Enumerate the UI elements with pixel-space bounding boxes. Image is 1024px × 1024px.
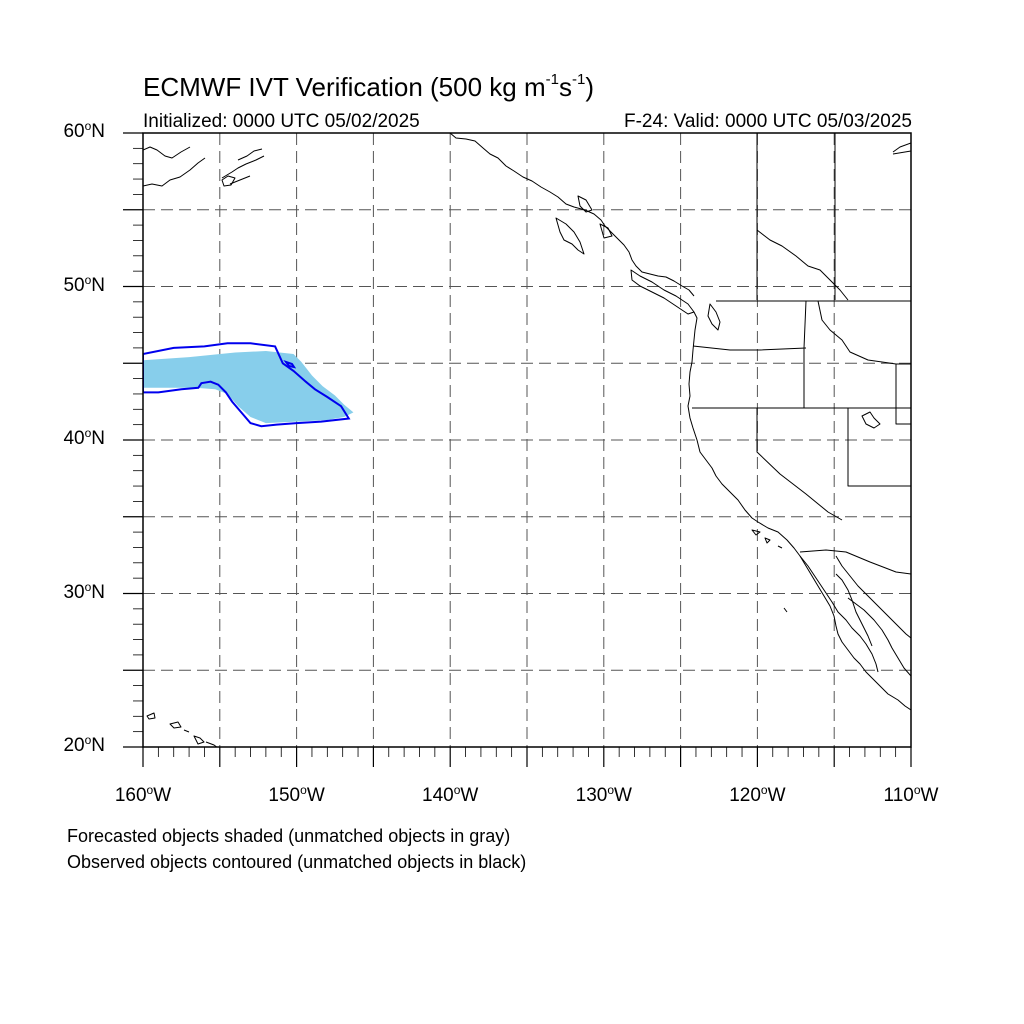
footer-note-forecast: Forecasted objects shaded (unmatched obj… — [67, 826, 511, 846]
islands-california — [751, 529, 788, 613]
lat-value: 50 — [63, 274, 85, 296]
lon-label-140: 140oW — [422, 783, 479, 806]
lat-value: 30 — [63, 581, 85, 603]
lat-label-20: 20oN — [63, 733, 105, 756]
lat-hemi: N — [91, 735, 105, 756]
us-west-coast — [687, 311, 911, 711]
lat-value: 60 — [63, 121, 85, 142]
lat-label-30: 30oN — [63, 579, 105, 603]
lon-hemi: W — [767, 785, 786, 806]
lon-label-120: 120oW — [729, 783, 786, 806]
initialized-time: Initialized: 0000 UTC 05/02/2025 — [143, 111, 420, 132]
lon-value: 160 — [114, 785, 147, 806]
forecast-object-shaded — [143, 351, 354, 424]
great-salt-lake — [861, 411, 881, 429]
lat-value: 40 — [63, 428, 85, 449]
baja-peninsula — [799, 555, 911, 677]
lon-label-130: 130oW — [575, 783, 632, 806]
lon-hemi: W — [306, 785, 325, 806]
gulf-alaska-coast — [449, 133, 695, 297]
canada-interior-rivers — [756, 133, 849, 301]
lon-label-110: 110oW — [883, 783, 939, 806]
lat-hemi: N — [91, 121, 105, 142]
kodiak-island — [221, 175, 236, 187]
lon-value: 150 — [268, 785, 301, 806]
state-borders — [692, 300, 911, 521]
lon-label-150: 150oW — [268, 783, 325, 806]
valid-time: F-24: Valid: 0000 UTC 05/03/2025 — [624, 111, 912, 132]
figure-title: ECMWF IVT Verification (500 kg m-1s-1) — [143, 71, 594, 102]
lon-hemi: W — [460, 785, 479, 806]
lat-hemi: N — [91, 581, 105, 603]
hawaii-islands — [146, 712, 218, 747]
geography — [143, 133, 911, 747]
lon-value: 120 — [729, 785, 761, 806]
lat-lon-grid — [143, 133, 911, 747]
us-mexico-border — [799, 549, 911, 575]
lat-label-50: 50oN — [63, 272, 105, 296]
footer-note-observed: Observed objects contoured (unmatched ob… — [67, 852, 527, 872]
canada-bc-islands — [555, 195, 695, 315]
lon-value: 110 — [883, 785, 914, 806]
observed-small-contour — [283, 360, 297, 369]
nw-corner-coast — [892, 142, 911, 155]
puget-sound — [707, 303, 721, 331]
lat-label-60: 60oN — [63, 119, 105, 142]
lat-hemi: N — [91, 428, 105, 449]
lon-hemi: W — [153, 785, 172, 806]
lon-value: 130 — [575, 785, 608, 806]
gulf-california-east — [835, 555, 911, 639]
lon-hemi: W — [614, 785, 632, 806]
lat-label-40: 40oN — [63, 426, 105, 449]
lon-hemi: W — [920, 785, 939, 806]
lon-label-160: 160oW — [114, 783, 172, 806]
axis-ticks — [123, 132, 912, 767]
observed-object-contour — [143, 342, 351, 428]
lat-value: 20 — [63, 735, 85, 756]
lat-hemi: N — [91, 274, 105, 296]
lon-value: 140 — [422, 785, 454, 806]
alaska-coastline — [143, 146, 265, 187]
